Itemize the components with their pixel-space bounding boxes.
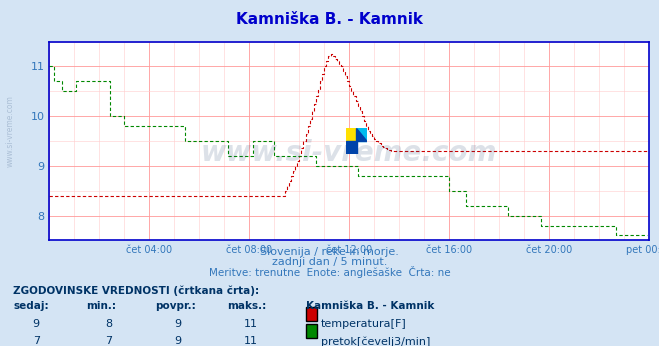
Text: 11: 11 [243, 336, 258, 346]
Bar [346, 142, 357, 154]
Text: www.si-vreme.com: www.si-vreme.com [5, 95, 14, 167]
Text: 9: 9 [33, 319, 40, 329]
Text: sedaj:: sedaj: [13, 301, 49, 311]
Text: Kamniška B. - Kamnik: Kamniška B. - Kamnik [306, 301, 435, 311]
Polygon shape [357, 128, 367, 142]
Text: Meritve: trenutne  Enote: anglešaške  Črta: ne: Meritve: trenutne Enote: anglešaške Črta… [209, 266, 450, 278]
Text: maks.:: maks.: [227, 301, 267, 311]
Text: povpr.:: povpr.: [155, 301, 196, 311]
Bar [357, 128, 367, 142]
Text: Kamniška B. - Kamnik: Kamniška B. - Kamnik [236, 12, 423, 27]
Text: 7: 7 [33, 336, 40, 346]
Text: 11: 11 [243, 319, 258, 329]
Text: 8: 8 [105, 319, 112, 329]
Text: www.si-vreme.com: www.si-vreme.com [201, 139, 498, 167]
Bar [346, 128, 357, 142]
Text: zadnji dan / 5 minut.: zadnji dan / 5 minut. [272, 257, 387, 267]
Text: 9: 9 [175, 336, 181, 346]
Text: temperatura[F]: temperatura[F] [321, 319, 407, 329]
Text: 7: 7 [105, 336, 112, 346]
Text: Slovenija / reke in morje.: Slovenija / reke in morje. [260, 247, 399, 257]
Text: ZGODOVINSKE VREDNOSTI (črtkana črta):: ZGODOVINSKE VREDNOSTI (črtkana črta): [13, 285, 259, 296]
Text: min.:: min.: [86, 301, 116, 311]
Text: pretok[čevelj3/min]: pretok[čevelj3/min] [321, 336, 430, 346]
Text: 9: 9 [175, 319, 181, 329]
